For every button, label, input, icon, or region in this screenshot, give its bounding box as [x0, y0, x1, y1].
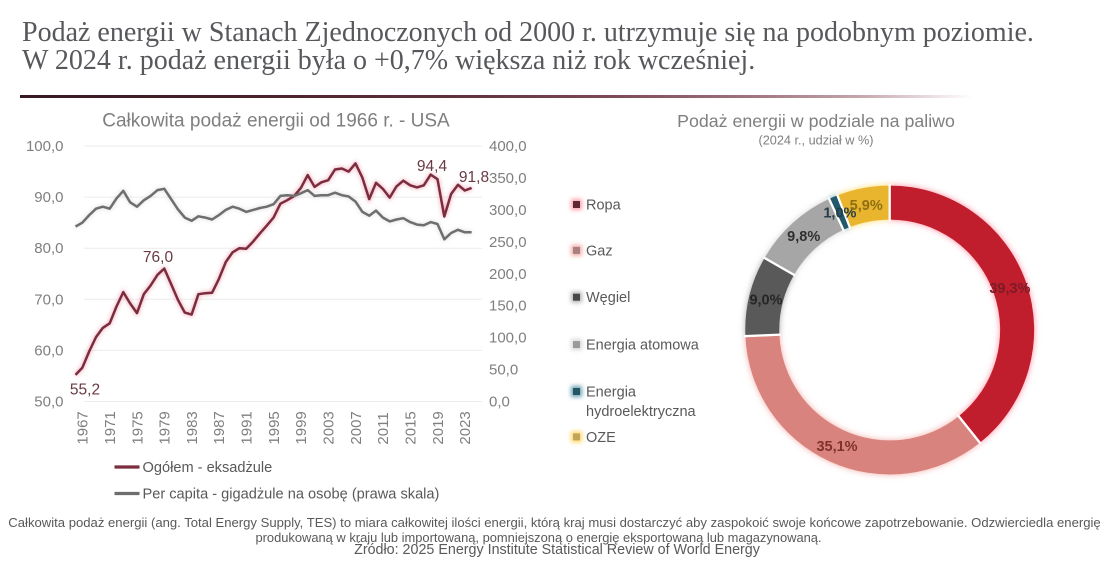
svg-text:OZE: OZE	[586, 430, 616, 446]
svg-text:2003: 2003	[321, 411, 338, 444]
svg-text:200,0: 200,0	[489, 266, 527, 283]
svg-text:5,9%: 5,9%	[850, 198, 883, 214]
svg-text:(2024 r., udział w %): (2024 r., udział w %)	[759, 134, 874, 148]
svg-text:100,0: 100,0	[489, 330, 527, 347]
svg-text:90,0: 90,0	[34, 189, 63, 206]
svg-text:400,0: 400,0	[489, 138, 527, 155]
svg-text:2007: 2007	[348, 411, 365, 444]
svg-text:2011: 2011	[375, 412, 392, 444]
svg-text:1967: 1967	[75, 411, 92, 444]
svg-text:Podaż energii w podziale na pa: Podaż energii w podziale na paliwo	[677, 111, 955, 131]
svg-text:35,1%: 35,1%	[816, 439, 857, 455]
svg-text:250,0: 250,0	[489, 234, 527, 251]
svg-text:55,2: 55,2	[70, 381, 100, 398]
svg-text:60,0: 60,0	[34, 342, 63, 359]
svg-text:Całkowita podaż energii od 196: Całkowita podaż energii od 1966 r. - USA	[102, 111, 450, 132]
svg-text:1,0%: 1,0%	[823, 206, 856, 222]
svg-text:80,0: 80,0	[34, 240, 63, 257]
svg-text:0,0: 0,0	[489, 394, 510, 411]
svg-text:hydroelektryczna: hydroelektryczna	[586, 404, 697, 420]
svg-text:150,0: 150,0	[489, 298, 527, 315]
svg-text:76,0: 76,0	[143, 249, 174, 266]
svg-text:1991: 1991	[239, 411, 256, 444]
svg-text:1999: 1999	[293, 411, 310, 444]
svg-text:Ogółem - eksadżule: Ogółem - eksadżule	[143, 460, 273, 476]
svg-text:Energia: Energia	[586, 385, 637, 401]
svg-text:1987: 1987	[211, 411, 228, 444]
svg-text:9,0%: 9,0%	[749, 293, 782, 309]
svg-text:1979: 1979	[157, 411, 174, 444]
svg-text:1971: 1971	[102, 411, 119, 444]
svg-text:39,3%: 39,3%	[989, 281, 1030, 297]
svg-text:50,0: 50,0	[34, 394, 63, 411]
svg-text:1975: 1975	[129, 411, 146, 444]
svg-text:350,0: 350,0	[489, 170, 527, 187]
svg-text:1995: 1995	[266, 411, 283, 444]
svg-text:91,8: 91,8	[459, 169, 489, 186]
svg-text:2015: 2015	[403, 411, 420, 444]
svg-text:9,8%: 9,8%	[787, 229, 820, 245]
svg-text:Gaz: Gaz	[586, 243, 613, 259]
svg-text:1983: 1983	[184, 411, 201, 444]
svg-text:300,0: 300,0	[489, 202, 527, 219]
svg-text:Per capita - gigadżule na osob: Per capita - gigadżule na osobę (prawa s…	[143, 487, 440, 503]
svg-text:2019: 2019	[430, 411, 447, 444]
svg-text:94,4: 94,4	[417, 158, 448, 175]
svg-text:50,0: 50,0	[489, 362, 518, 379]
svg-text:70,0: 70,0	[34, 291, 63, 308]
svg-text:Energia atomowa: Energia atomowa	[586, 338, 700, 354]
svg-text:100,0: 100,0	[26, 138, 64, 155]
svg-text:Ropa: Ropa	[586, 198, 622, 214]
svg-text:2023: 2023	[457, 411, 474, 444]
svg-text:Węgiel: Węgiel	[586, 290, 630, 306]
